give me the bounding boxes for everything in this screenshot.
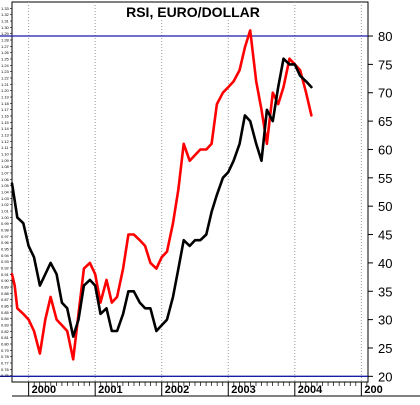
right-tick-label: 20 [378,369,392,384]
x-tick-label: 2000 [32,384,56,396]
left-tick-label: 0.85 [1,310,10,315]
left-tick-label: 1.19 [1,95,10,100]
right-tick-label: 65 [378,114,392,129]
left-tick-label: 0.92 [1,266,10,271]
left-tick-label: 1.17 [1,107,10,112]
left-tick-label: 1.15 [1,120,10,125]
left-tick-label: 0.87 [1,297,10,302]
left-tick-label: 0.97 [1,234,10,239]
left-tick-label: 1.23 [1,69,10,74]
left-tick-label: 0.99 [1,221,10,226]
left-tick-label: 1.30 [1,25,10,30]
left-tick-label: 0.91 [1,272,10,277]
left-tick-label: 1.16 [1,114,10,119]
left-tick-label: 1.10 [1,152,10,157]
left-tick-label: 1.13 [1,133,10,138]
left-tick-label: 1.14 [1,126,10,131]
x-tick-label: 200 [364,384,382,396]
left-tick-label: 1.33 [1,6,10,11]
left-tick-label: 1.05 [1,183,10,188]
left-tick-label: 1.02 [1,202,10,207]
right-axis: 80 75 70 65 60 55 50 45 40 35 30 25 20 [368,29,392,384]
left-tick-label: 0.77 [1,361,10,366]
left-axis: 1.331.32 1.311.301.29 1.281.271.26 1.251.24… [1,6,12,378]
left-tick-label: 1.28 [1,38,10,43]
x-tick-label: 2004 [298,384,323,396]
left-tick-label: 0.81 [1,335,10,340]
left-tick-label: 1.27 [1,44,10,49]
left-tick-label: 1.22 [1,76,10,81]
left-tick-label: 1.32 [1,12,10,17]
left-tick-label: 0.90 [1,278,10,283]
x-axis: 2000 2001 2002 2003 2004 200 [12,382,420,397]
left-tick-label: 1.21 [1,82,10,87]
left-tick-label: 1.01 [1,209,10,214]
left-tick-label: 1.31 [1,19,10,24]
left-tick-label: 0.83 [1,323,10,328]
x-tick-label: 2003 [231,384,255,396]
left-tick-label: 1.00 [1,215,10,220]
grid-layer [28,2,362,382]
left-tick-label: 1.12 [1,139,10,144]
left-tick-label: 0.84 [1,316,10,321]
right-tick-label: 75 [378,57,392,72]
left-tick-label: 1.26 [1,50,10,55]
title-background [126,3,260,20]
left-tick-label: 0.75 [1,373,10,378]
series-layer [10,29,313,361]
right-tick-label: 50 [378,199,392,214]
chart-title: RSI, EURO/DOLLAR [126,4,260,20]
plot-frame [11,1,369,383]
right-tick-label: 30 [378,313,392,328]
left-tick-label: 0.95 [1,247,10,252]
left-tick-label: 0.76 [1,367,10,372]
left-tick-label: 0.88 [1,291,10,296]
reference-lines [0,35,368,377]
left-tick-label: 0.79 [1,348,10,353]
right-tick-label: 60 [378,142,392,157]
left-tick-label: 0.89 [1,285,10,290]
series-line-red [10,29,313,361]
x-tick-label: 2001 [98,384,122,396]
left-tick-label: 0.78 [1,354,10,359]
left-tick-label: 1.08 [1,164,10,169]
left-tick-label: 1.18 [1,101,10,106]
right-tick-label: 80 [378,29,392,44]
right-tick-label: 45 [378,228,392,243]
right-tick-label: 40 [378,256,392,271]
left-tick-label: 1.20 [1,88,10,93]
left-tick-label: 1.29 [1,31,10,36]
left-tick-label: 1.09 [1,158,10,163]
left-tick-label: 0.82 [1,329,10,334]
left-tick-label: 0.96 [1,240,10,245]
left-tick-label: 0.80 [1,342,10,347]
series-line-black [10,57,313,338]
left-tick-label: 1.03 [1,196,10,201]
x-tick-label: 2002 [165,384,189,396]
left-tick-label: 1.06 [1,177,10,182]
left-tick-label: 0.86 [1,304,10,309]
left-tick-label: 1.11 [1,145,9,150]
right-tick-label: 55 [378,171,392,186]
left-tick-label: 1.07 [1,171,10,176]
left-tick-label: 1.24 [1,63,10,68]
right-tick-label: 25 [378,341,392,356]
left-tick-label: 0.98 [1,228,10,233]
left-tick-label: 1.04 [1,190,10,195]
right-tick-label: 35 [378,284,392,299]
left-tick-label: 0.93 [1,259,10,264]
right-tick-label: 70 [378,86,392,101]
left-tick-label: 1.25 [1,57,10,62]
left-tick-label: 0.94 [1,253,10,258]
